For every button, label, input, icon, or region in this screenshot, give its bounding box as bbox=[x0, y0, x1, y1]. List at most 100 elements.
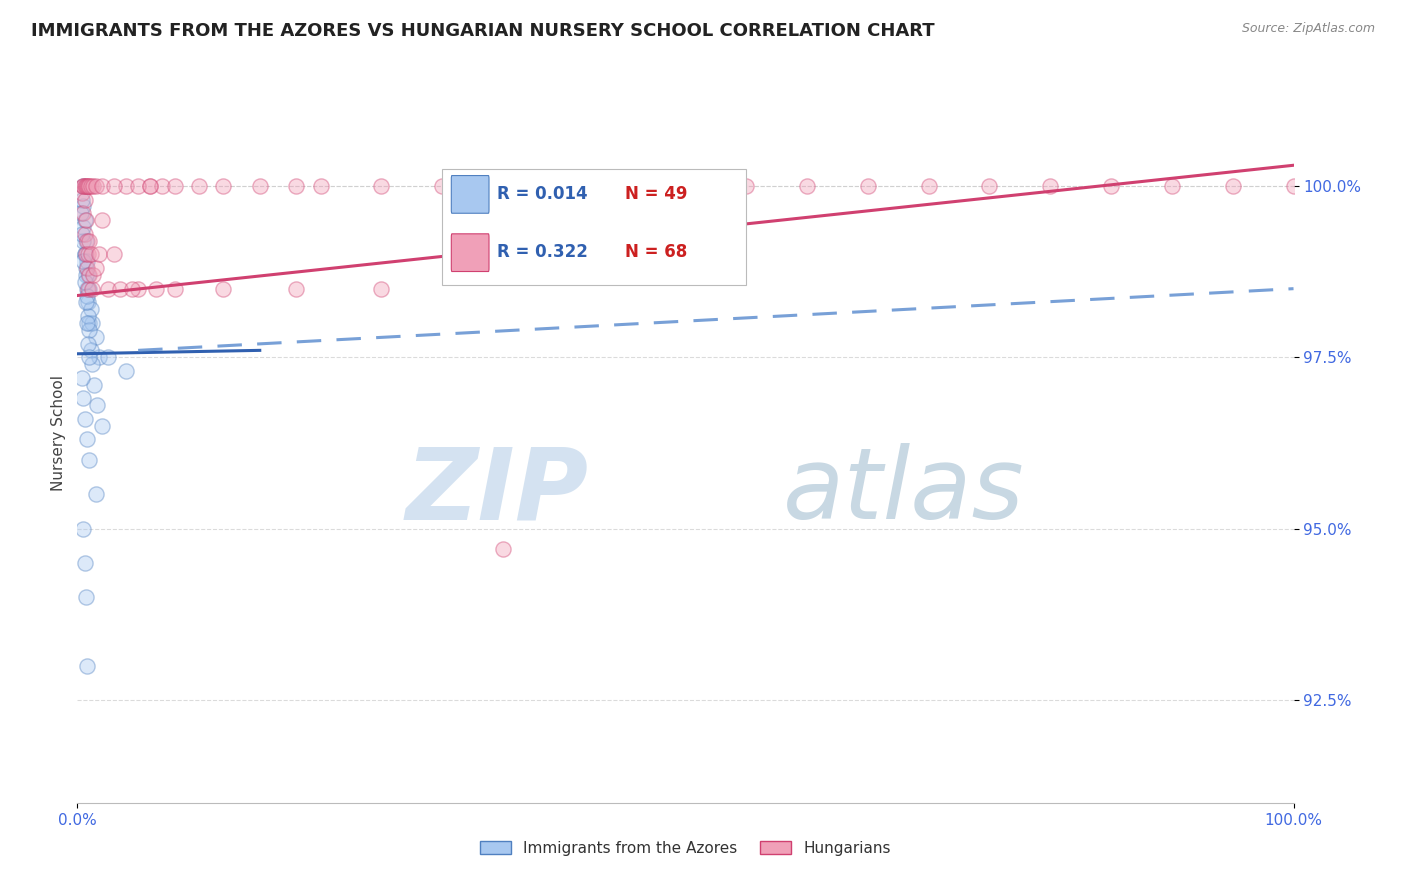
Point bbox=[73, 412, 96, 426]
Point bbox=[79, 350, 101, 364]
Point bbox=[77, 336, 100, 351]
Point bbox=[735, 178, 758, 193]
Point bbox=[77, 268, 100, 282]
Point bbox=[103, 178, 125, 193]
Point bbox=[75, 295, 97, 310]
Text: N = 49: N = 49 bbox=[624, 185, 688, 203]
Point bbox=[82, 268, 104, 282]
Point bbox=[70, 193, 93, 207]
Point bbox=[370, 282, 392, 296]
Point bbox=[77, 309, 100, 323]
Point bbox=[90, 418, 112, 433]
Point bbox=[249, 178, 271, 193]
Point bbox=[70, 227, 93, 241]
Point bbox=[73, 275, 96, 289]
Point bbox=[79, 316, 101, 330]
Point bbox=[75, 213, 97, 227]
Point bbox=[553, 178, 575, 193]
Point bbox=[979, 178, 1001, 193]
Point bbox=[1099, 178, 1122, 193]
Point bbox=[75, 261, 97, 276]
FancyBboxPatch shape bbox=[451, 234, 489, 271]
Point bbox=[145, 282, 167, 296]
Point bbox=[918, 178, 941, 193]
Point bbox=[79, 323, 101, 337]
Point bbox=[70, 186, 93, 200]
Point bbox=[163, 282, 186, 296]
Point bbox=[127, 178, 149, 193]
Point bbox=[75, 268, 97, 282]
FancyBboxPatch shape bbox=[451, 176, 489, 213]
Point bbox=[84, 329, 107, 343]
Point bbox=[80, 178, 103, 193]
Point bbox=[76, 282, 98, 296]
Point bbox=[83, 377, 105, 392]
Point bbox=[76, 316, 98, 330]
Point bbox=[80, 343, 103, 358]
Point bbox=[72, 178, 94, 193]
Point bbox=[89, 350, 111, 364]
Point bbox=[76, 433, 98, 447]
Point bbox=[80, 247, 103, 261]
Point bbox=[73, 556, 96, 570]
Point bbox=[309, 178, 332, 193]
Point bbox=[77, 247, 100, 261]
Point bbox=[97, 282, 120, 296]
Point bbox=[70, 371, 93, 385]
Point bbox=[79, 178, 101, 193]
Point bbox=[84, 487, 107, 501]
Point bbox=[212, 282, 235, 296]
Text: Source: ZipAtlas.com: Source: ZipAtlas.com bbox=[1241, 22, 1375, 36]
Point bbox=[70, 206, 93, 220]
Point bbox=[285, 178, 308, 193]
Point bbox=[84, 178, 107, 193]
Point bbox=[492, 178, 515, 193]
Point bbox=[139, 178, 162, 193]
Point bbox=[675, 178, 697, 193]
Point bbox=[115, 364, 138, 378]
Text: IMMIGRANTS FROM THE AZORES VS HUNGARIAN NURSERY SCHOOL CORRELATION CHART: IMMIGRANTS FROM THE AZORES VS HUNGARIAN … bbox=[31, 22, 935, 40]
Point bbox=[79, 453, 101, 467]
Point bbox=[139, 178, 162, 193]
Point bbox=[90, 178, 112, 193]
Text: atlas: atlas bbox=[783, 443, 1025, 541]
Point bbox=[121, 282, 143, 296]
Point bbox=[76, 254, 98, 268]
Point bbox=[73, 213, 96, 227]
Point bbox=[212, 178, 235, 193]
Point bbox=[430, 178, 453, 193]
FancyBboxPatch shape bbox=[441, 169, 747, 285]
Point bbox=[1282, 178, 1305, 193]
Point bbox=[108, 282, 131, 296]
Point bbox=[77, 282, 100, 296]
Point bbox=[856, 178, 879, 193]
Point bbox=[72, 178, 94, 193]
Point bbox=[82, 178, 104, 193]
Point bbox=[80, 302, 103, 317]
Point bbox=[72, 206, 94, 220]
Legend: Immigrants from the Azores, Hungarians: Immigrants from the Azores, Hungarians bbox=[474, 835, 897, 862]
Point bbox=[80, 282, 103, 296]
Point bbox=[79, 268, 101, 282]
Point bbox=[492, 542, 515, 557]
Point bbox=[72, 522, 94, 536]
Text: R = 0.322: R = 0.322 bbox=[496, 244, 588, 261]
Point bbox=[72, 234, 94, 248]
Point bbox=[796, 178, 818, 193]
Point bbox=[80, 357, 103, 371]
Point bbox=[76, 658, 98, 673]
Point bbox=[370, 178, 392, 193]
Point bbox=[79, 282, 101, 296]
Point bbox=[75, 234, 97, 248]
Point bbox=[79, 234, 101, 248]
Point bbox=[72, 219, 94, 234]
Point bbox=[72, 199, 94, 213]
Point bbox=[77, 178, 100, 193]
Point bbox=[103, 247, 125, 261]
Point bbox=[152, 178, 174, 193]
Point bbox=[76, 288, 98, 302]
Point bbox=[86, 398, 108, 412]
Point bbox=[188, 178, 211, 193]
Point bbox=[1161, 178, 1184, 193]
Point bbox=[73, 178, 96, 193]
